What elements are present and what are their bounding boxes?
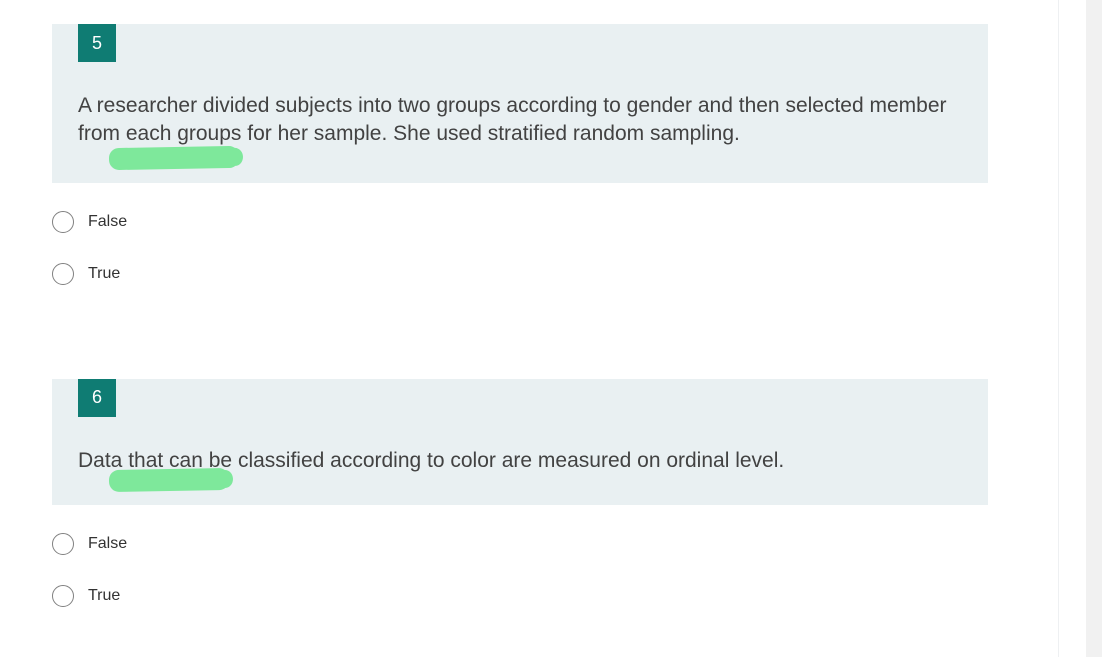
option-label: True	[88, 587, 120, 605]
question-6-option-false[interactable]: False	[52, 533, 988, 555]
question-6-header: 6 Data that can be classified according …	[52, 379, 988, 505]
question-5-header: 5 A researcher divided subjects into two…	[52, 24, 988, 183]
question-6-option-true[interactable]: True	[52, 585, 988, 607]
question-6: 6 Data that can be classified according …	[52, 315, 988, 607]
question-6-options: False True	[52, 505, 988, 607]
content-area: 5 A researcher divided subjects into two…	[0, 0, 1058, 657]
radio-icon	[52, 263, 74, 285]
scrollbar-track[interactable]	[1086, 0, 1102, 657]
question-6-number: 6	[92, 387, 102, 408]
quiz-page: 5 A researcher divided subjects into two…	[0, 0, 1102, 657]
question-6-number-badge: 6	[78, 379, 116, 417]
radio-icon	[52, 211, 74, 233]
option-label: False	[88, 535, 127, 553]
question-5-number: 5	[92, 33, 102, 54]
question-5-options: False True	[52, 183, 988, 285]
question-5-option-false[interactable]: False	[52, 211, 988, 233]
highlight-mark	[109, 146, 239, 170]
question-5-number-badge: 5	[78, 24, 116, 62]
option-label: True	[88, 265, 120, 283]
question-5-option-true[interactable]: True	[52, 263, 988, 285]
right-margin	[1058, 0, 1086, 657]
option-label: False	[88, 213, 127, 231]
highlight-mark	[109, 468, 229, 492]
radio-icon	[52, 585, 74, 607]
question-5-text: A researcher divided subjects into two g…	[78, 92, 962, 149]
question-5: 5 A researcher divided subjects into two…	[52, 0, 988, 285]
radio-icon	[52, 533, 74, 555]
